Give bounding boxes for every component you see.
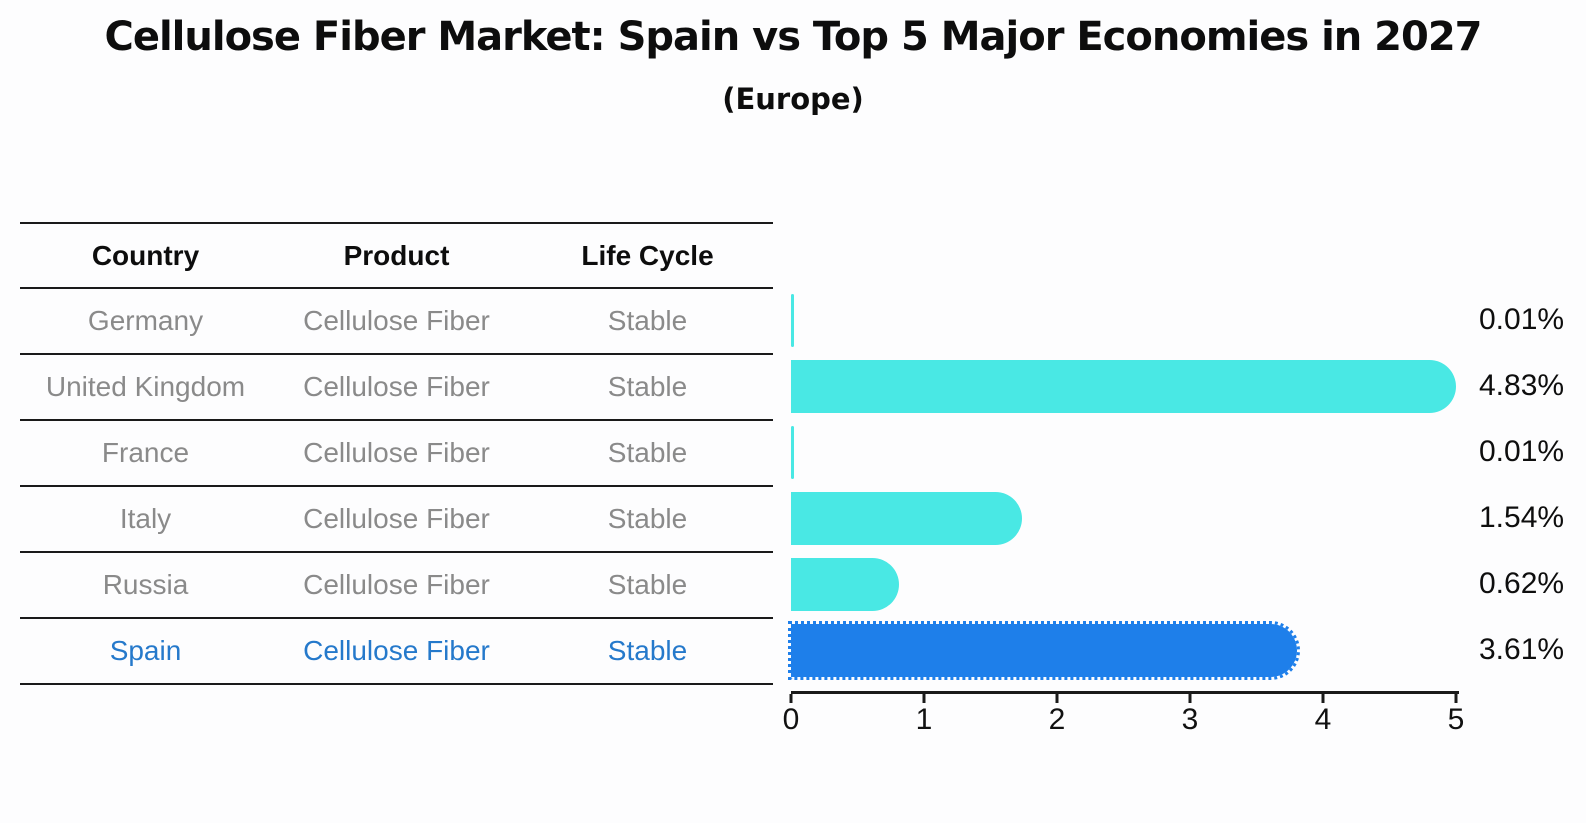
cell-country: United Kingdom	[45, 371, 246, 402]
bar-italy	[791, 491, 1022, 545]
bar-germany	[791, 293, 794, 347]
chart-subtitle: (Europe)	[722, 82, 864, 116]
value-label-italy: 1.54%	[1479, 501, 1565, 534]
x-axis-spine	[791, 691, 1459, 694]
value-labels: 0.01% 4.83% 0.01% 1.54% 0.62% 3.61%	[1479, 287, 1579, 683]
cell-life-cycle: Stable	[607, 635, 688, 666]
cell-product: Cellulose Fiber	[303, 371, 490, 402]
x-tick	[1188, 694, 1192, 703]
bar-russia	[791, 557, 900, 611]
table-row: France Cellulose Fiber Stable	[20, 421, 773, 487]
cell-product: Cellulose Fiber	[303, 437, 490, 468]
cell-life-cycle: Stable	[607, 569, 688, 600]
bar-united-kingdom	[791, 359, 1456, 413]
table-row: Italy Cellulose Fiber Stable	[20, 487, 773, 553]
x-tick-label: 3	[1181, 703, 1199, 736]
column-header-country: Country	[91, 239, 200, 271]
value-label-russia: 0.62%	[1479, 567, 1565, 600]
x-tick-label: 0	[782, 703, 800, 736]
cell-product: Cellulose Fiber	[303, 569, 490, 600]
cell-country: Italy	[119, 503, 172, 534]
cell-product: Cellulose Fiber	[303, 503, 490, 534]
x-tick-label: 4	[1314, 703, 1332, 736]
x-axis: 0 1 2 3 4 5	[783, 691, 1464, 741]
bar-chart	[787, 287, 1456, 683]
cell-life-cycle: Stable	[607, 371, 688, 402]
x-tick-label: 5	[1447, 703, 1465, 736]
cell-country: Russia	[102, 569, 189, 600]
cell-country: Spain	[109, 635, 182, 666]
value-label-germany: 0.01%	[1479, 303, 1565, 336]
column-header-life-cycle: Life Cycle	[581, 239, 714, 271]
column-header-product: Product	[343, 239, 450, 271]
table-header-row: Country Product Life Cycle	[20, 224, 773, 289]
cell-life-cycle: Stable	[607, 437, 688, 468]
page-title: Cellulose Fiber Market: Spain vs Top 5 M…	[104, 14, 1482, 60]
bar-france	[791, 425, 794, 479]
cell-country: France	[101, 437, 190, 468]
table-row: Spain Cellulose Fiber Stable	[20, 619, 773, 685]
table-row: Russia Cellulose Fiber Stable	[20, 553, 773, 619]
x-tick	[1454, 694, 1458, 703]
bar-spain	[787, 620, 1301, 680]
value-label-france: 0.01%	[1479, 435, 1565, 468]
value-label-united-kingdom: 4.83%	[1479, 369, 1565, 402]
cell-country: Germany	[87, 305, 204, 336]
x-tick	[922, 694, 926, 703]
x-tick	[1321, 694, 1325, 703]
table-row: United Kingdom Cellulose Fiber Stable	[20, 355, 773, 421]
x-tick-label: 1	[915, 703, 933, 736]
x-tick	[789, 694, 793, 703]
cell-life-cycle: Stable	[607, 305, 688, 336]
table-row: Germany Cellulose Fiber Stable	[20, 289, 773, 355]
data-table: Country Product Life Cycle Germany Cellu…	[20, 222, 773, 685]
x-tick-label: 2	[1048, 703, 1066, 736]
cell-product: Cellulose Fiber	[303, 635, 490, 666]
x-tick	[1055, 694, 1059, 703]
cell-life-cycle: Stable	[607, 503, 688, 534]
value-label-spain: 3.61%	[1479, 633, 1565, 666]
cell-product: Cellulose Fiber	[303, 305, 490, 336]
